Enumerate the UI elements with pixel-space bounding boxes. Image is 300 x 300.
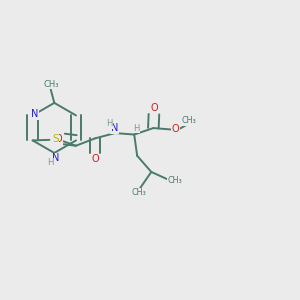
Text: CH₃: CH₃	[43, 80, 58, 89]
Text: H: H	[133, 124, 140, 133]
Text: N: N	[31, 109, 39, 119]
Text: CH₃: CH₃	[181, 116, 196, 125]
Text: H: H	[106, 119, 113, 128]
Text: N: N	[111, 123, 118, 134]
Text: O: O	[172, 124, 179, 134]
Text: H: H	[47, 158, 53, 167]
Text: CH₃: CH₃	[131, 188, 146, 197]
Text: O: O	[55, 134, 62, 144]
Text: O: O	[91, 154, 99, 164]
Text: O: O	[150, 103, 158, 113]
Text: S: S	[52, 134, 59, 144]
Text: N: N	[52, 153, 59, 163]
Text: CH₃: CH₃	[167, 176, 182, 185]
